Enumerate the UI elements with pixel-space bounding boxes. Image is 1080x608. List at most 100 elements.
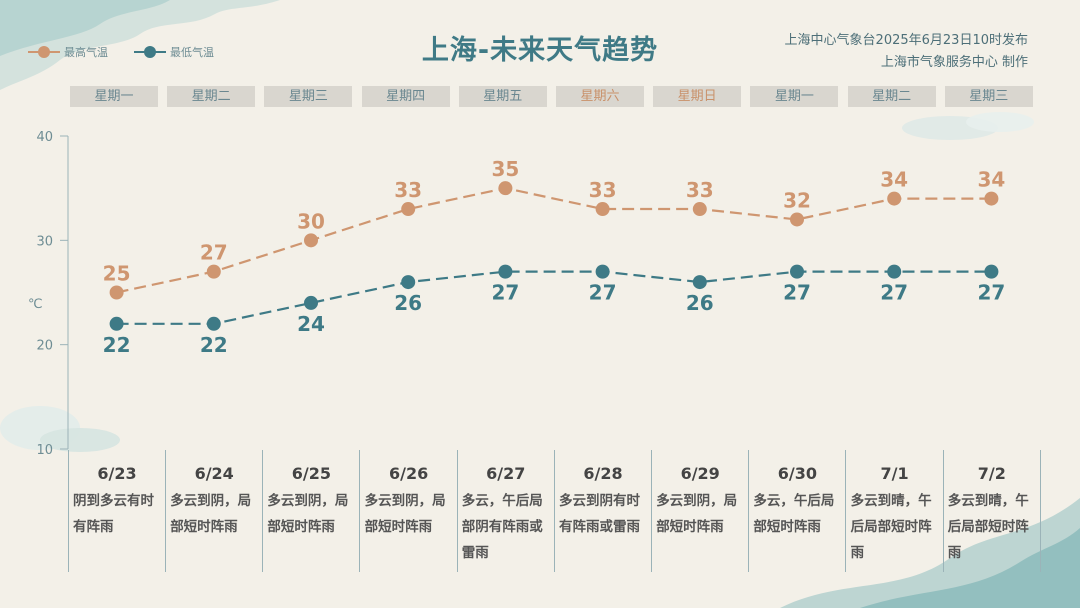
high-temp-data-label: 25: [103, 262, 131, 286]
high-temp-data-label: 34: [880, 168, 908, 192]
high-temp-point: [595, 202, 610, 217]
forecast-date: 6/30: [777, 464, 818, 483]
high-temp-marker-icon: [28, 46, 60, 58]
weekday-label: 星期一: [70, 86, 158, 107]
high-temp-data-label: 27: [200, 241, 228, 265]
low-temp-data-label: 27: [880, 281, 908, 305]
high-temp-point: [984, 191, 999, 206]
forecast-column: 7/2 多云到晴，午后局部短时阵雨: [944, 450, 1041, 572]
low-temp-point: [206, 316, 221, 331]
high-temp-data-label: 33: [686, 178, 714, 202]
low-temp-data-label: 27: [589, 281, 617, 305]
forecast-description: 多云到阴，局部短时阵雨: [170, 493, 252, 535]
forecast-date: 6/24: [194, 464, 234, 483]
high-temp-data-label: 33: [394, 178, 422, 202]
low-temp-data-label: 27: [783, 281, 811, 305]
forecast-date: 7/2: [977, 464, 1006, 483]
forecast-date: 6/27: [486, 464, 526, 483]
weekday-label: 星期三: [264, 86, 353, 107]
low-temp-data-label: 27: [977, 281, 1005, 305]
forecast-date: 6/23: [97, 464, 137, 483]
y-tick-label: 10: [36, 443, 53, 458]
y-tick-label: 20: [36, 339, 53, 354]
forecast-column: 6/23 阴到多云有时有阵雨: [69, 450, 166, 572]
high-temp-data-label: 35: [491, 157, 519, 181]
forecast-description: 多云到晴，午后局部短时阵雨: [947, 493, 1029, 561]
forecast-date: 6/26: [388, 464, 429, 483]
legend-item-high: 最高气温: [28, 44, 108, 60]
weekday-label: 星期四: [361, 86, 450, 107]
high-temp-point: [109, 285, 124, 300]
high-temp-data-label: 34: [977, 168, 1005, 192]
low-temp-point: [401, 275, 416, 290]
forecast-description: 多云到晴，午后局部短时阵雨: [850, 493, 932, 561]
chart-legend: 最高气温 最低气温: [28, 44, 214, 60]
high-temp-data-label: 33: [589, 178, 617, 202]
y-axis-unit-label: ℃: [28, 297, 43, 312]
forecast-date: 6/28: [583, 464, 623, 483]
low-temp-point: [304, 295, 318, 310]
forecast-description: 阴到多云有时有阵雨: [73, 493, 154, 535]
forecast-description: 多云到阴，局部短时阵雨: [267, 493, 349, 535]
low-temp-point: [498, 264, 513, 279]
high-temp-point: [887, 191, 902, 206]
y-tick-label: 40: [36, 130, 53, 145]
high-temp-point: [790, 212, 804, 227]
low-temp-line: [116, 270, 992, 325]
low-temp-data-label: 22: [103, 333, 131, 357]
forecast-column: 6/26 多云到阴，局部短时阵雨: [361, 450, 458, 572]
weekday-label: 星期日: [653, 86, 742, 107]
weekday-label: 星期六: [556, 86, 644, 107]
low-temp-point: [595, 264, 610, 279]
forecast-description: 多云，午后局部短时阵雨: [753, 493, 835, 535]
high-temp-point: [498, 181, 513, 196]
forecast-column: 6/27 多云，午后局部阴有阵雨或雷雨: [458, 450, 555, 572]
low-temp-data-label: 24: [297, 312, 325, 336]
low-temp-point: [984, 264, 999, 279]
legend-label-low: 最低气温: [170, 46, 214, 59]
low-temp-data-label: 22: [200, 333, 228, 357]
low-temp-point: [692, 275, 707, 290]
weekday-label: 星期一: [750, 86, 839, 107]
high-temp-point: [692, 202, 707, 217]
low-temp-point: [887, 264, 902, 279]
forecast-date: 6/29: [680, 464, 720, 483]
weekday-header-row: 星期一 星期二 星期三 星期四 星期五 星期六 星期日 星期一 星期二 星期三: [70, 86, 1040, 108]
legend-item-low: 最低气温: [134, 44, 214, 60]
page-title: 上海-未来天气趋势: [421, 35, 659, 66]
high-temp-data-label: 32: [783, 188, 811, 212]
forecast-column: 6/30 多云，午后局部短时阵雨: [749, 450, 847, 572]
low-temp-point: [109, 316, 124, 331]
forecast-column: 6/29 多云到阴，局部短时阵雨: [652, 450, 750, 572]
weekday-label: 星期二: [167, 86, 256, 107]
forecast-column: 6/25 多云到阴，局部短时阵雨: [263, 450, 361, 572]
forecast-description: 多云，午后局部阴有阵雨或雷雨: [461, 493, 543, 561]
forecast-date: 7/1: [880, 464, 909, 483]
weekday-label: 星期三: [944, 86, 1033, 107]
low-temp-data-label: 26: [686, 291, 714, 315]
low-temp-marker-icon: [134, 46, 166, 58]
high-temp-data-label: 30: [297, 209, 325, 233]
source-line-producer: 上海市气象服务中心 制作: [880, 55, 1028, 70]
high-temp-line: [116, 187, 992, 294]
source-info: 上海中心气象台2025年6月23日10时发布 上海市气象服务中心 制作: [785, 30, 1028, 74]
forecast-description: 多云到阴，局部短时阵雨: [656, 493, 738, 535]
source-line-issuer: 上海中心气象台2025年6月23日10时发布: [784, 33, 1028, 48]
forecast-table: 6/23 阴到多云有时有阵雨 6/24 多云到阴，局部短时阵雨 6/25 多云到阴，局部短…: [68, 450, 1041, 572]
forecast-column: 7/1 多云到晴，午后局部短时阵雨: [847, 450, 944, 572]
forecast-date: 6/25: [291, 464, 332, 483]
forecast-description: 多云到阴，局部短时阵雨: [364, 493, 446, 535]
high-temp-point: [401, 202, 416, 217]
weekday-label: 星期二: [847, 86, 936, 107]
low-temp-data-label: 26: [394, 291, 422, 315]
low-temp-point: [790, 264, 804, 279]
weekday-label: 星期五: [458, 86, 547, 107]
forecast-column: 6/28 多云到阴有时有阵雨或雷雨: [555, 450, 652, 572]
high-temp-point: [304, 233, 318, 248]
forecast-description: 多云到阴有时有阵雨或雷雨: [559, 493, 640, 535]
low-temp-data-label: 27: [491, 281, 519, 305]
forecast-column: 6/24 多云到阴，局部短时阵雨: [166, 450, 264, 572]
legend-label-high: 最高气温: [64, 46, 108, 59]
y-tick-label: 30: [36, 234, 53, 249]
